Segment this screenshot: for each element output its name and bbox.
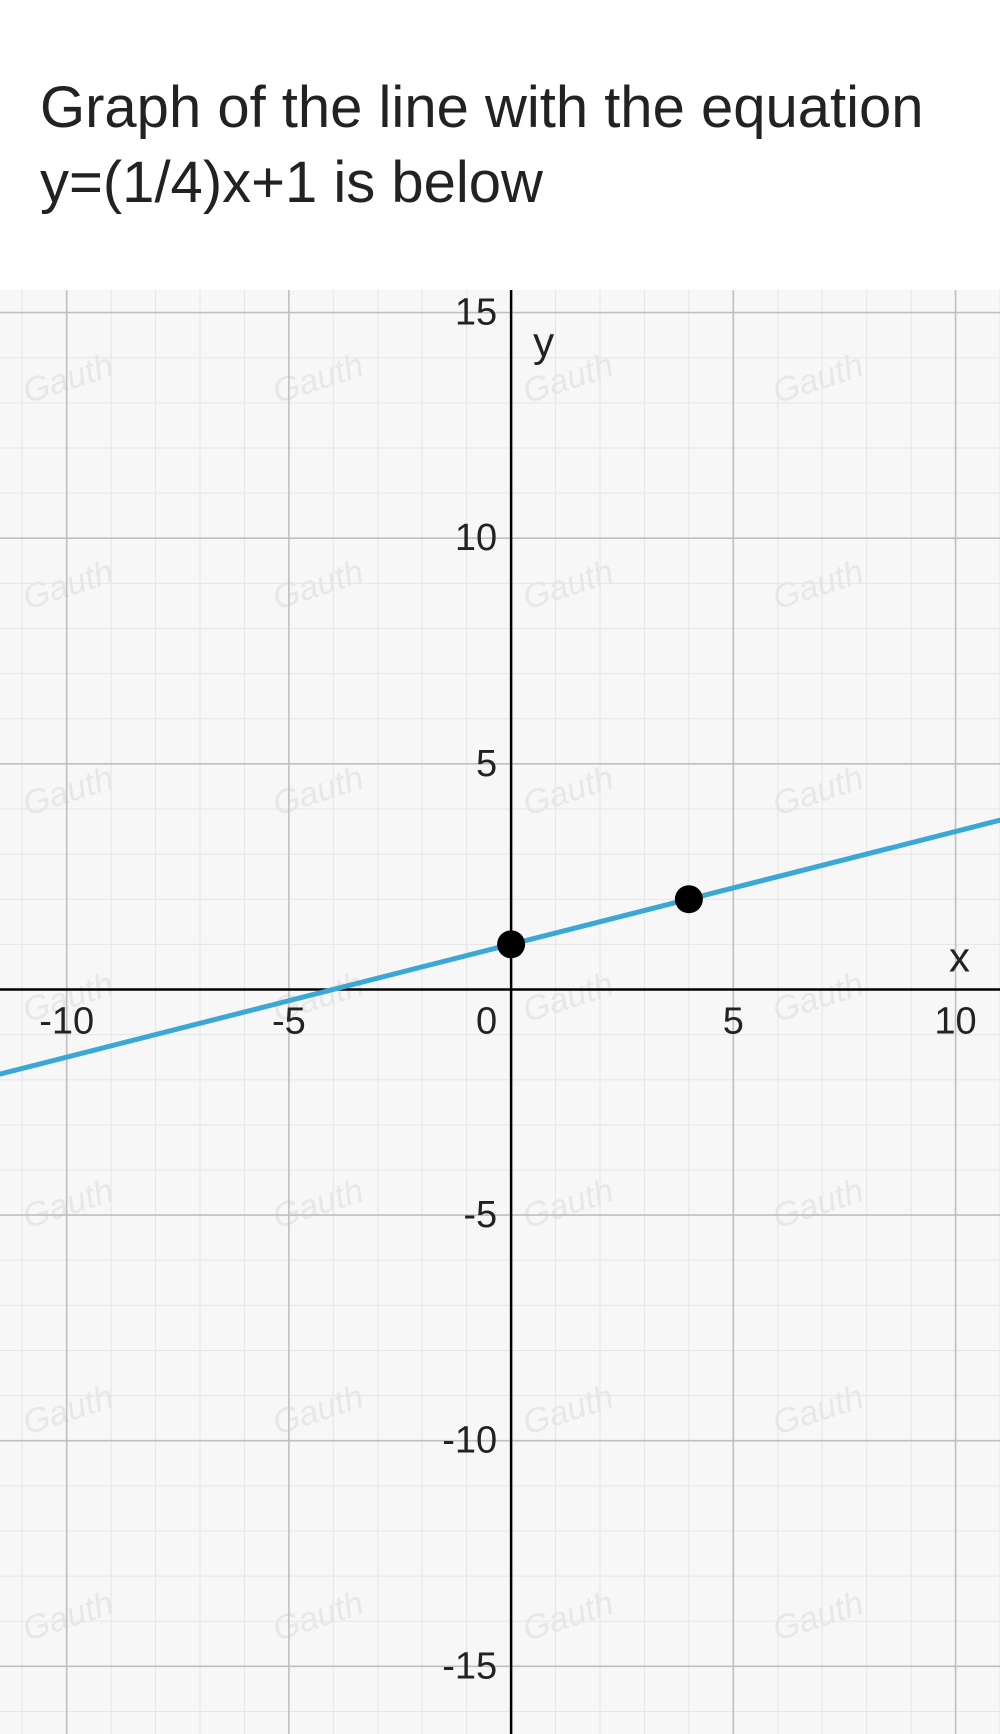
data-point [675,885,703,913]
x-axis-label: x [949,933,970,980]
line-chart: GauthGauthGauthGauthGauthGauthGauthGauth… [0,290,1000,1734]
data-point [497,930,525,958]
x-tick-label: 0 [476,1000,497,1042]
y-tick-label: -15 [442,1645,497,1687]
y-tick-label: -10 [442,1420,497,1462]
x-tick-label: 10 [934,1000,976,1042]
chart-container: GauthGauthGauthGauthGauthGauthGauthGauth… [0,290,1000,1734]
chart-title: Graph of the line with the equation y=(1… [40,70,960,221]
y-tick-label: 15 [455,292,497,334]
y-tick-label: 5 [476,743,497,785]
x-tick-label: -5 [272,1000,306,1042]
x-tick-label: 5 [723,1000,744,1042]
y-tick-label: -5 [463,1194,497,1236]
y-axis-label: y [533,319,554,366]
y-tick-label: 10 [455,517,497,559]
plot-bg [0,290,1000,1734]
x-tick-label: -10 [39,1000,94,1042]
page: Graph of the line with the equation y=(1… [0,0,1000,1734]
